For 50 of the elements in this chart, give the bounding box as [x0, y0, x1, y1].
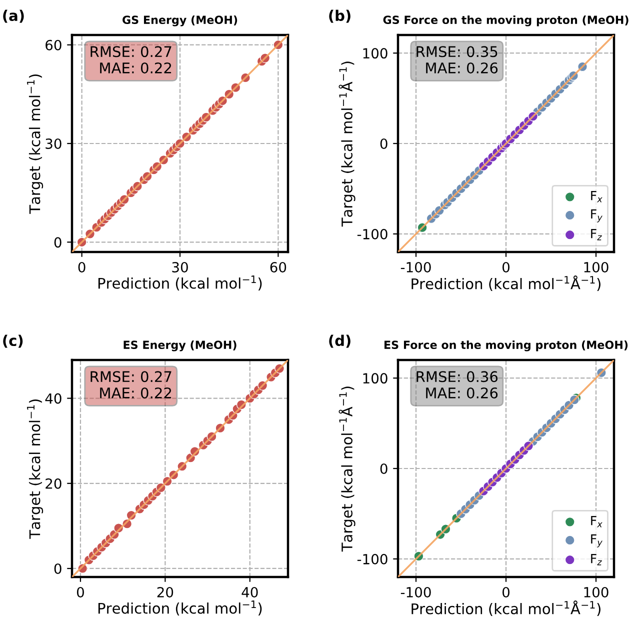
annotation: RMSE: 0.36 MAE: 0.26: [416, 371, 498, 398]
x-tick-label: 0: [502, 262, 510, 272]
y-tick-label: 30: [46, 138, 62, 149]
y-axis-title: Target (kcal mol$^{−1}$): [27, 74, 44, 214]
x-tick-label: 0: [502, 586, 510, 598]
y-axis-title: Target (kcal mol$^{−1}$Å$^{−1}$): [338, 62, 356, 227]
x-tick-label: 20: [157, 586, 174, 598]
legend-label: F$_{y}$: [591, 534, 602, 548]
legend-label: F$_{z}$: [591, 554, 602, 566]
y-tick-label: 100: [363, 48, 388, 59]
y-tick-label: 40: [45, 393, 62, 404]
legend-label: F$_{z}$: [591, 229, 602, 240]
x-tick-label: -100: [400, 262, 431, 272]
chart-title: GS Energy (MeOH): [122, 15, 238, 26]
x-axis-title: Prediction (kcal mol$^{−1}$): [98, 276, 262, 291]
y-tick-label: -100: [357, 228, 388, 240]
text: (d): [329, 334, 350, 348]
text: (a): [3, 10, 24, 23]
y-tick-label: 60: [46, 40, 62, 50]
y-tick-label: 0: [380, 463, 388, 474]
x-tick-label: 40: [242, 586, 258, 598]
legend-label: F$_{x}$: [591, 516, 602, 528]
y-tick-label: 20: [46, 478, 62, 489]
annotation: RMSE: 0.27 MAE: 0.22: [90, 371, 172, 398]
x-tick-label: 100: [584, 586, 608, 598]
x-tick-label: 0: [76, 586, 84, 598]
y-tick-label: 100: [363, 373, 388, 384]
annotation: RMSE: 0.35 MAE: 0.26: [416, 46, 498, 74]
annotation: RMSE: 0.27 MAE: 0.22: [90, 46, 172, 74]
legend-label: F$_{y}$: [591, 209, 602, 222]
text: (c): [3, 334, 23, 348]
y-axis-title: Target (kcal mol$^{−1}$Å$^{−1}$): [338, 386, 356, 552]
y-tick-label: 0: [54, 237, 62, 248]
x-tick-label: -100: [400, 586, 431, 598]
x-axis-title: Prediction (kcal mol$^{−1}$Å$^{−1}$): [412, 276, 600, 292]
x-tick-label: 100: [584, 262, 608, 272]
x-axis-title: Prediction (kcal mol$^{−1}$Å$^{−1}$): [412, 600, 600, 616]
x-axis-title: Prediction (kcal mol$^{−1}$): [98, 600, 262, 616]
x-tick-label: 60: [270, 262, 286, 272]
y-tick-label: -100: [357, 554, 388, 564]
y-tick-label: 0: [380, 138, 388, 149]
chart-title: GS Force on the moving proton (MeOH): [383, 15, 628, 26]
legend-label: F$_{x}$: [591, 191, 602, 202]
x-tick-label: 0: [78, 262, 86, 272]
chart-title: ES Energy (MeOH): [124, 340, 236, 352]
y-tick-label: 0: [54, 563, 62, 574]
x-tick-label: 30: [172, 262, 188, 272]
text: (b): [329, 10, 350, 23]
chart-title: ES Force on the moving proton (MeOH): [384, 340, 628, 352]
y-axis-title: Target (kcal mol$^{−1}$): [27, 399, 44, 539]
